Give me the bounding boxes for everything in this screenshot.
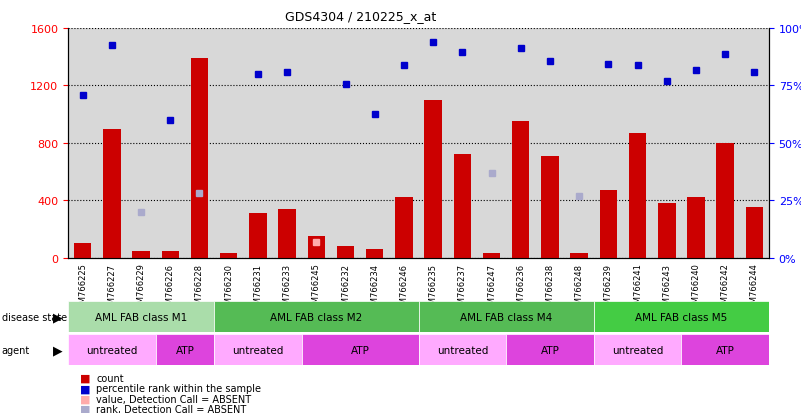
Text: ATP: ATP <box>175 345 195 355</box>
Bar <box>249 214 267 258</box>
Bar <box>74 244 91 258</box>
Bar <box>746 208 763 258</box>
Text: ▶: ▶ <box>53 344 62 356</box>
Bar <box>220 254 237 258</box>
Text: AML FAB class M4: AML FAB class M4 <box>460 312 552 322</box>
Bar <box>418 301 594 332</box>
Text: untreated: untreated <box>232 345 284 355</box>
Bar <box>629 133 646 258</box>
Bar <box>132 251 150 258</box>
Bar <box>103 129 121 258</box>
Bar <box>162 251 179 258</box>
Text: rank, Detection Call = ABSENT: rank, Detection Call = ABSENT <box>96 404 247 413</box>
Text: ■: ■ <box>80 404 91 413</box>
Text: untreated: untreated <box>87 345 138 355</box>
Text: AML FAB class M5: AML FAB class M5 <box>635 312 727 322</box>
Bar <box>658 204 675 258</box>
Bar <box>366 249 384 258</box>
Bar <box>483 254 501 258</box>
Bar <box>395 198 413 258</box>
Bar <box>155 335 214 366</box>
Bar <box>308 237 325 258</box>
Bar <box>214 335 302 366</box>
Text: ATP: ATP <box>351 345 369 355</box>
Bar <box>512 122 529 258</box>
Bar <box>302 335 418 366</box>
Text: ■: ■ <box>80 383 91 393</box>
Text: AML FAB class M1: AML FAB class M1 <box>95 312 187 322</box>
Bar <box>68 301 214 332</box>
Bar <box>68 335 155 366</box>
Text: ■: ■ <box>80 373 91 383</box>
Bar <box>570 254 588 258</box>
Text: percentile rank within the sample: percentile rank within the sample <box>96 383 261 393</box>
Bar <box>425 100 442 258</box>
Text: ATP: ATP <box>541 345 559 355</box>
Bar <box>594 301 769 332</box>
Bar <box>687 198 705 258</box>
Bar <box>600 191 617 258</box>
Bar <box>453 155 471 258</box>
Bar <box>191 59 208 258</box>
Bar <box>506 335 594 366</box>
Text: untreated: untreated <box>437 345 488 355</box>
Text: disease state: disease state <box>2 312 66 322</box>
Bar <box>594 335 682 366</box>
Text: value, Detection Call = ABSENT: value, Detection Call = ABSENT <box>96 394 252 404</box>
Bar <box>716 143 734 258</box>
Bar <box>336 247 354 258</box>
Text: count: count <box>96 373 123 383</box>
Text: untreated: untreated <box>612 345 663 355</box>
Bar <box>214 301 418 332</box>
Bar <box>682 335 769 366</box>
Text: AML FAB class M2: AML FAB class M2 <box>270 312 362 322</box>
Bar <box>541 157 558 258</box>
Text: ATP: ATP <box>716 345 735 355</box>
Bar <box>418 335 506 366</box>
Text: ▶: ▶ <box>53 311 62 323</box>
Text: agent: agent <box>2 345 30 355</box>
Text: GDS4304 / 210225_x_at: GDS4304 / 210225_x_at <box>285 10 436 23</box>
Bar <box>279 209 296 258</box>
Text: ■: ■ <box>80 394 91 404</box>
